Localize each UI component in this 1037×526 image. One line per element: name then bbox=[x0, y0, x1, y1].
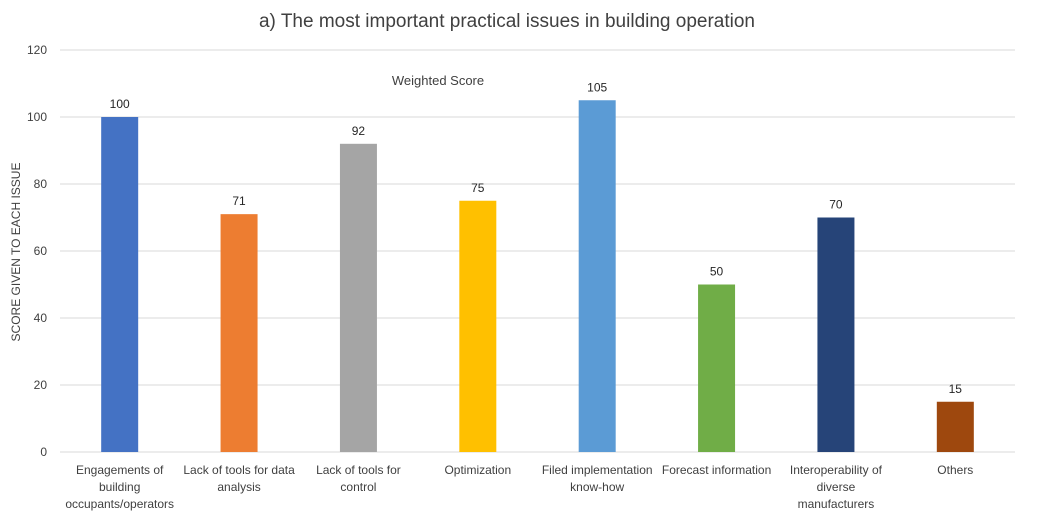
bar bbox=[459, 200, 497, 452]
y-tick-label: 120 bbox=[27, 43, 47, 57]
data-labels: 100 71 92 75 105 50 70 15 bbox=[110, 80, 963, 396]
chart-title: a) The most important practical issues i… bbox=[259, 11, 755, 32]
bar bbox=[339, 143, 377, 453]
chart-subtitle: Weighted Score bbox=[392, 73, 484, 88]
x-tick-label: Forecast information bbox=[662, 463, 771, 477]
x-tick-label: Interoperability of diverse manufacturers bbox=[790, 463, 883, 511]
bar bbox=[817, 217, 855, 452]
x-tick-label: Lack of tools for control bbox=[316, 463, 401, 494]
data-label: 70 bbox=[829, 198, 843, 212]
y-axis-ticks: 0 20 40 60 80 100 120 bbox=[27, 43, 47, 459]
y-tick-label: 60 bbox=[34, 244, 48, 258]
bar bbox=[220, 214, 258, 452]
bar bbox=[698, 284, 736, 452]
data-label: 75 bbox=[471, 181, 485, 195]
data-label: 92 bbox=[352, 124, 366, 138]
y-tick-label: 40 bbox=[34, 311, 48, 325]
bar bbox=[101, 117, 139, 452]
data-label: 15 bbox=[949, 382, 963, 396]
data-label: 105 bbox=[587, 80, 607, 94]
bars bbox=[101, 100, 974, 453]
y-tick-label: 100 bbox=[27, 110, 47, 124]
y-tick-label: 20 bbox=[34, 378, 48, 392]
x-tick-label: Engagements of building occupants/operator… bbox=[65, 463, 174, 511]
gridlines bbox=[60, 49, 1015, 453]
x-tick-label: Filed implementation know-how bbox=[542, 463, 653, 494]
x-tick-label: Optimization bbox=[444, 463, 511, 477]
bar bbox=[578, 100, 616, 452]
y-tick-label: 0 bbox=[40, 445, 47, 459]
x-axis-ticks: Engagements of building occupants/operator… bbox=[65, 463, 973, 511]
data-label: 50 bbox=[710, 265, 724, 279]
data-label: 100 bbox=[110, 97, 130, 111]
y-axis-label: SCORE GIVEN TO EACH ISSUE bbox=[9, 163, 23, 342]
x-tick-label: Others bbox=[937, 463, 973, 477]
data-label: 71 bbox=[232, 194, 246, 208]
x-tick-label: Lack of tools for data analysis bbox=[183, 463, 295, 494]
y-tick-label: 80 bbox=[34, 177, 48, 191]
bar bbox=[936, 401, 974, 452]
